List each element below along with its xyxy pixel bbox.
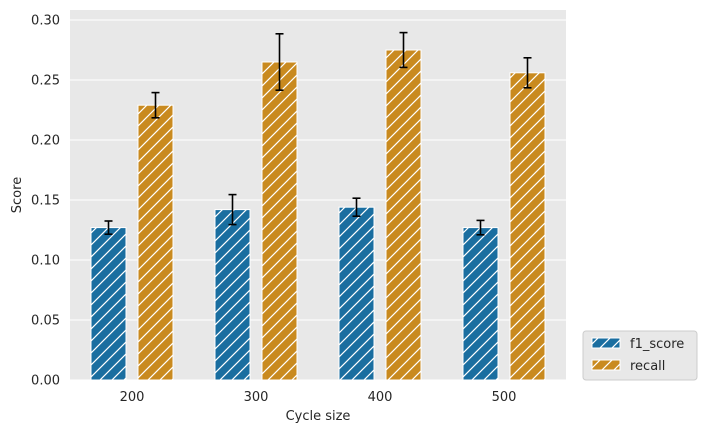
bar-hatch-f1-score-500	[463, 227, 498, 380]
x-tick-label: 200	[120, 390, 145, 405]
x-tick-label: 500	[492, 390, 517, 405]
bar-hatch-f1-score-200	[91, 227, 126, 380]
y-tick-label: 0.30	[31, 14, 60, 29]
bar-hatch-recall-200	[138, 105, 173, 380]
error-bars	[104, 31, 532, 236]
x-tick-label: 400	[368, 390, 393, 405]
y-axis-label: Score	[10, 177, 25, 213]
x-tick-label: 300	[244, 390, 269, 405]
bar-hatch-f1-score-400	[339, 207, 374, 380]
y-tick-label: 0.00	[31, 374, 60, 389]
y-tick-label: 0.05	[31, 314, 60, 329]
x-axis-label: Cycle size	[286, 409, 351, 424]
y-tick-label: 0.20	[31, 134, 60, 149]
y-tick-labels: 0.00 0.05 0.10 0.15 0.20 0.25 0.30	[31, 14, 60, 389]
x-tick-labels: 200 300 400 500	[120, 390, 517, 405]
legend-label-f1-score: f1_score	[630, 337, 684, 352]
legend: f1_score recall	[582, 330, 698, 381]
y-tick-label: 0.10	[31, 254, 60, 269]
y-tick-label: 0.25	[31, 74, 60, 89]
legend-swatch-recall-hatch	[592, 360, 620, 370]
legend-swatch-f1-score-hatch	[592, 338, 620, 348]
legend-label-recall: recall	[630, 359, 665, 374]
bar-hatch-recall-500	[510, 72, 545, 381]
bars	[90, 49, 546, 381]
bar-hatch-recall-300	[262, 62, 297, 380]
y-tick-label: 0.15	[31, 194, 60, 209]
bar-hatch-recall-400	[386, 50, 421, 380]
bar-hatch-f1-score-300	[215, 209, 250, 380]
